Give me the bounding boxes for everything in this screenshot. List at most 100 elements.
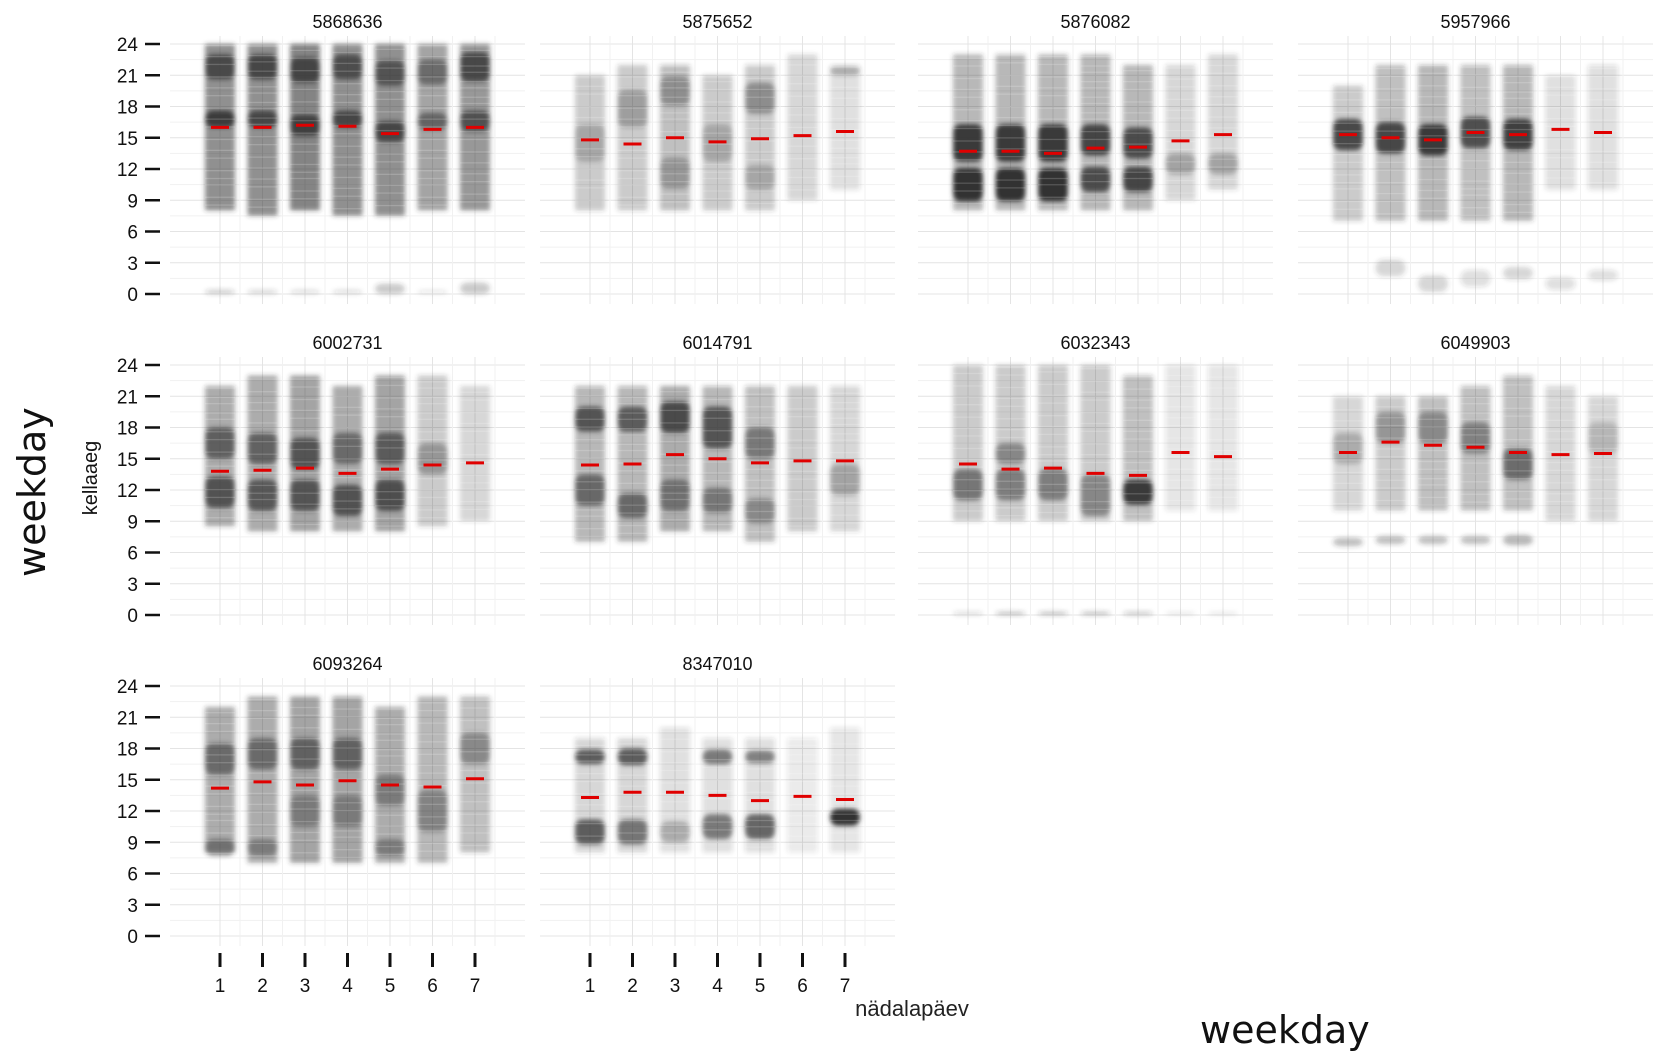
texture-line	[1165, 78, 1196, 80]
density-texture	[247, 378, 278, 533]
texture-line	[995, 436, 1026, 439]
texture-line	[745, 852, 775, 854]
texture-line	[1165, 374, 1196, 377]
texture-line	[1503, 221, 1533, 223]
texture-line	[995, 85, 1026, 87]
texture-line	[247, 749, 278, 751]
texture-line	[702, 448, 733, 451]
texture-line	[660, 180, 690, 183]
texture-line	[660, 118, 690, 120]
texture-line	[745, 456, 775, 458]
x-tick-label: 2	[257, 976, 268, 997]
texture-line	[702, 747, 733, 750]
texture-line	[1503, 82, 1533, 84]
texture-line	[1375, 417, 1406, 419]
y-axis: 0 3 6 9 12 15 18 21 24	[117, 35, 160, 306]
texture-line	[375, 814, 405, 816]
texture-line	[1545, 169, 1576, 171]
texture-line	[702, 480, 733, 482]
texture-line	[830, 805, 860, 808]
y-axis: 0 3 6 9 12 15 18 21 24	[117, 356, 160, 627]
texture-line	[617, 418, 648, 420]
texture-line	[660, 409, 690, 412]
texture-line	[247, 136, 278, 138]
texture-line	[702, 492, 733, 494]
texture-line	[1545, 125, 1576, 128]
density-band	[1418, 411, 1448, 444]
density-band	[205, 839, 235, 856]
texture-line	[417, 387, 448, 389]
texture-line	[702, 177, 733, 180]
texture-line	[1460, 481, 1491, 483]
x-tick-label: 7	[470, 976, 481, 997]
texture-line	[787, 114, 818, 116]
texture-line	[830, 754, 860, 756]
texture-line	[953, 435, 983, 437]
texture-line	[1375, 499, 1406, 502]
texture-line	[575, 148, 605, 150]
texture-line	[995, 124, 1026, 127]
density-texture	[1333, 91, 1363, 223]
texture-line	[830, 74, 860, 76]
density-column	[1123, 375, 1153, 615]
texture-line	[375, 825, 405, 827]
texture-line	[332, 426, 363, 429]
texture-line	[660, 210, 690, 212]
density-texture	[1038, 371, 1068, 523]
texture-line	[1503, 141, 1533, 143]
density-band	[995, 167, 1026, 202]
texture-line	[417, 76, 448, 78]
texture-line	[575, 407, 605, 410]
texture-line	[375, 755, 405, 757]
texture-line	[1460, 434, 1491, 436]
density-column	[1588, 64, 1618, 281]
texture-line	[247, 101, 278, 104]
texture-line	[575, 535, 605, 538]
texture-line	[1038, 138, 1068, 141]
texture-line	[1588, 88, 1618, 90]
texture-line	[617, 138, 648, 141]
texture-line	[460, 844, 490, 847]
texture-line	[1375, 200, 1406, 203]
texture-line	[205, 852, 235, 854]
density-texture	[1460, 387, 1491, 513]
texture-line	[460, 707, 490, 709]
texture-line	[953, 109, 983, 111]
texture-line	[460, 852, 490, 854]
texture-line	[1333, 490, 1363, 492]
density-band	[1333, 537, 1363, 547]
texture-line	[830, 501, 860, 504]
texture-line	[1080, 65, 1111, 67]
texture-line	[830, 189, 860, 192]
texture-line	[1588, 404, 1618, 406]
texture-line	[1080, 399, 1111, 401]
texture-line	[1165, 192, 1196, 194]
texture-line	[290, 57, 320, 59]
texture-line	[417, 118, 448, 120]
texture-line	[205, 793, 235, 795]
texture-line	[460, 824, 490, 826]
texture-line	[247, 761, 278, 763]
texture-line	[702, 430, 733, 432]
texture-line	[745, 182, 775, 184]
texture-line	[375, 397, 405, 399]
texture-line	[787, 158, 818, 160]
density-band	[953, 469, 983, 501]
texture-line	[247, 772, 278, 774]
texture-line	[290, 863, 320, 865]
texture-line	[745, 406, 775, 408]
texture-line	[617, 449, 648, 452]
density-texture	[247, 699, 278, 865]
texture-line	[830, 840, 860, 842]
texture-line	[575, 426, 605, 428]
texture-line	[787, 106, 818, 108]
texture-line	[460, 201, 490, 203]
texture-line	[660, 793, 690, 795]
facet-panel: 6032343	[918, 333, 1273, 625]
texture-line	[1333, 130, 1363, 132]
texture-line	[953, 385, 983, 387]
texture-line	[1123, 450, 1153, 453]
facet-panel: 8347010	[540, 654, 895, 946]
density-band	[745, 82, 775, 114]
texture-line	[745, 127, 775, 130]
